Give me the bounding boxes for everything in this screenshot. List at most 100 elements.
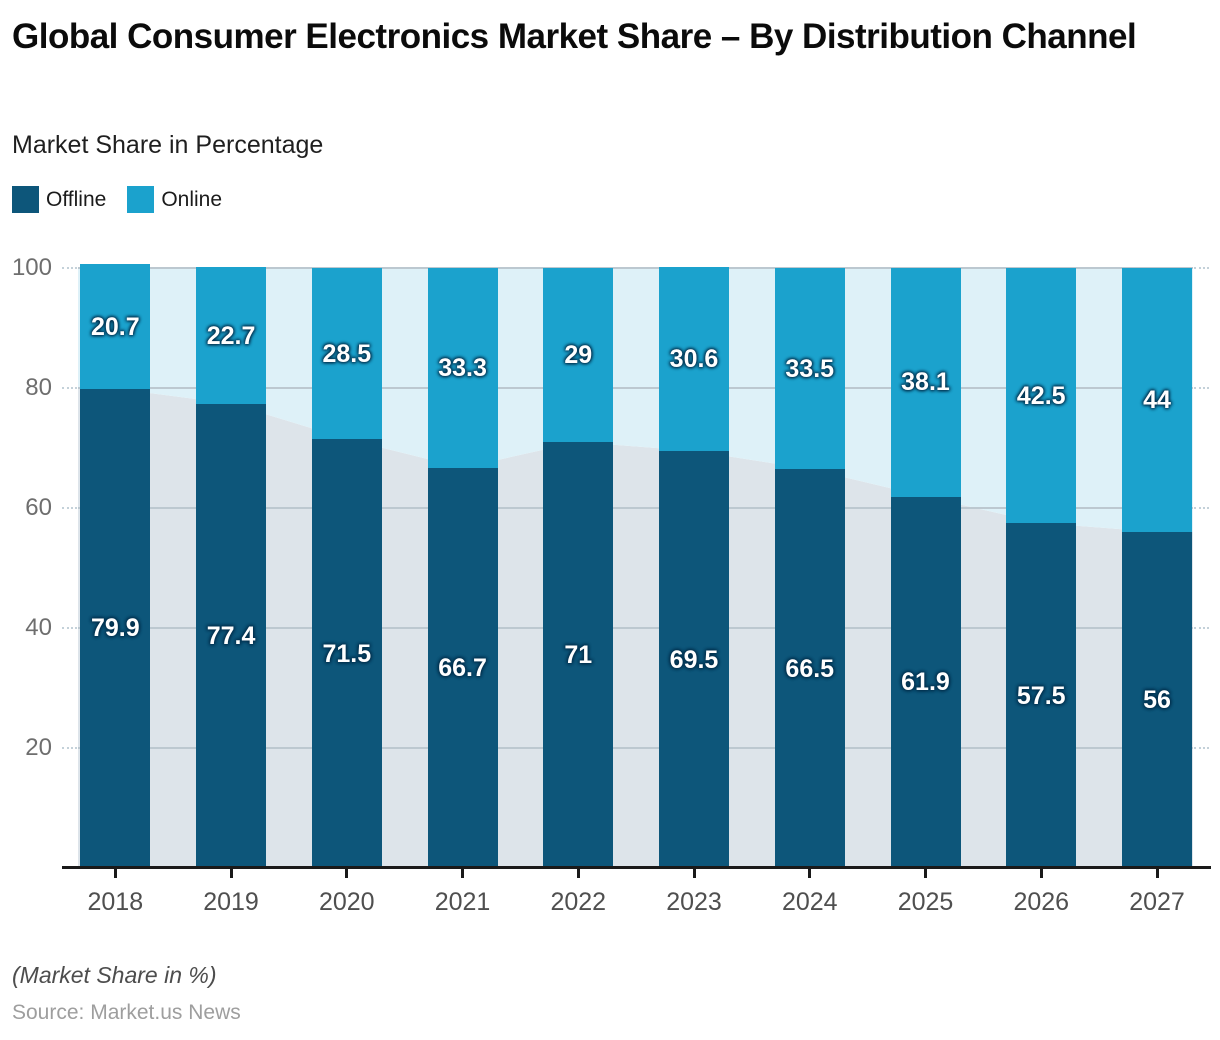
- x-tick-2025: [924, 869, 927, 878]
- bar-segment-offline-2026: [1006, 523, 1077, 868]
- bar-value-online-2027: 44: [1143, 386, 1171, 414]
- x-axis-label-2024: 2024: [781, 888, 838, 916]
- y-axis-label-60: 60: [25, 494, 52, 521]
- bar-value-online-2022: 29: [564, 341, 593, 369]
- x-tick-2021: [461, 869, 465, 878]
- y-axis-label-80: 80: [25, 374, 52, 401]
- legend-item-online[interactable]: Online: [127, 186, 222, 213]
- y-axis-label-20: 20: [25, 734, 52, 761]
- bar-2023: [659, 267, 730, 868]
- bar-value-online-2023: 30.6: [669, 345, 719, 374]
- bar-segment-online-2026: [1006, 268, 1077, 523]
- x-tick-2027: [1155, 869, 1159, 878]
- bar-segment-online-2022: [543, 268, 614, 442]
- bar-segment-offline-2025: [890, 496, 961, 868]
- bar-segment-online-2027: [1122, 268, 1192, 532]
- legend-label-offline: Offline: [46, 187, 107, 211]
- bar-segment-online-2021: [427, 268, 498, 468]
- gridline-20: [78, 747, 1193, 749]
- y-tick-left-40: [62, 627, 77, 629]
- bar-segment-offline-2027: [1122, 532, 1192, 868]
- legend-item-offline[interactable]: Offline: [12, 186, 106, 213]
- bar-value-offline-2024: 66.5: [785, 654, 835, 683]
- bar-value-online-2025: 38.1: [901, 368, 950, 397]
- bar-2026: [1006, 268, 1077, 868]
- source-text: Source: Market.us News: [12, 1001, 241, 1024]
- bar-value-online-2021: 33.3: [438, 353, 487, 382]
- x-tick-2020: [345, 869, 349, 878]
- bar-segment-offline-2019: [196, 403, 267, 868]
- y-tick-right-80: [1194, 387, 1209, 389]
- bar-value-offline-2026: 57.5: [1016, 681, 1066, 710]
- bar-value-offline-2027: 56: [1143, 686, 1171, 714]
- bar-segment-online-2019: [196, 267, 267, 404]
- x-axis-label-2027: 2027: [1129, 888, 1185, 916]
- x-tick-2024: [808, 869, 812, 878]
- y-tick-left-60: [62, 507, 77, 509]
- y-tick-right-60: [1194, 507, 1209, 509]
- x-axis-label-2025: 2025: [897, 888, 954, 916]
- bar-segment-online-2018: [80, 264, 151, 389]
- gridline-40: [78, 627, 1193, 629]
- x-axis-label-2018: 2018: [87, 888, 144, 916]
- bar-2027: [1122, 268, 1192, 868]
- bar-value-offline-2021: 66.7: [438, 653, 487, 682]
- bar-value-offline-2020: 71.5: [322, 639, 372, 668]
- bar-value-offline-2018: 79.9: [90, 614, 140, 643]
- gridline-100: [78, 267, 1193, 269]
- bar-value-online-2019: 22.7: [206, 321, 256, 350]
- bar-value-offline-2025: 61.9: [901, 668, 950, 697]
- bar-value-offline-2022: 71: [564, 641, 593, 669]
- bar-2024: [774, 268, 845, 868]
- x-axis-label-2022: 2022: [550, 888, 607, 916]
- bar-2019: [196, 267, 267, 868]
- bar-segment-online-2024: [774, 268, 845, 469]
- x-tick-2022: [576, 869, 580, 878]
- x-axis-label-2026: 2026: [1013, 888, 1070, 916]
- bar-value-online-2018: 20.7: [90, 312, 140, 341]
- bar-value-online-2024: 33.5: [785, 354, 835, 383]
- y-tick-left-100: [62, 267, 77, 269]
- bar-value-offline-2019: 77.4: [206, 621, 256, 650]
- y-tick-left-20: [62, 747, 77, 749]
- x-tick-2026: [1039, 869, 1043, 878]
- gridline-80: [78, 387, 1193, 389]
- bar-2025: [890, 268, 961, 868]
- y-axis-label-40: 40: [25, 614, 52, 641]
- bar-segment-offline-2020: [311, 439, 382, 868]
- gridline-60: [78, 507, 1193, 509]
- bar-2021: [427, 268, 498, 868]
- bar-segment-offline-2024: [774, 469, 845, 868]
- bar-segment-online-2023: [659, 267, 730, 451]
- bar-2018: [80, 264, 151, 868]
- bar-2020: [311, 268, 382, 868]
- bar-2022: [543, 268, 614, 868]
- chart-title: Global Consumer Electronics Market Share…: [12, 17, 1137, 56]
- x-tick-2018: [113, 869, 117, 878]
- bar-value-offline-2023: 69.5: [669, 645, 719, 674]
- x-axis-label-2019: 2019: [203, 888, 259, 916]
- x-tick-2019: [229, 869, 233, 878]
- legend-label-online: Online: [161, 187, 223, 211]
- legend-swatch-offline-icon: [12, 186, 39, 213]
- bar-value-online-2026: 42.5: [1016, 381, 1066, 410]
- bar-segment-offline-2021: [427, 467, 498, 868]
- x-axis-label-2020: 2020: [318, 888, 375, 916]
- y-tick-right-20: [1194, 747, 1209, 749]
- y-tick-right-40: [1194, 627, 1209, 629]
- bar-segment-offline-2023: [659, 451, 730, 868]
- chart-region: 79.9 20.7 77.4 22.7 71.5 28.5 66.7 33.3 71 29 69.5…: [0, 254, 1220, 916]
- x-axis-line: [62, 866, 1211, 869]
- x-tick-2023: [692, 869, 696, 878]
- legend-swatch-online-icon: [127, 186, 155, 213]
- y-tick-left-80: [62, 387, 77, 389]
- footnote: (Market Share in %): [12, 962, 217, 988]
- y-axis-label-100: 100: [11, 254, 52, 281]
- x-axis-label-2023: 2023: [666, 888, 722, 916]
- bar-segment-online-2025: [890, 268, 961, 497]
- chart-subtitle: Market Share in Percentage: [12, 131, 324, 159]
- bar-segment-online-2020: [311, 268, 382, 439]
- bar-segment-offline-2018: [80, 388, 151, 868]
- plot-area: 79.9 20.7 77.4 22.7 71.5 28.5 66.7 33.3 71 29 69.5…: [78, 264, 1193, 868]
